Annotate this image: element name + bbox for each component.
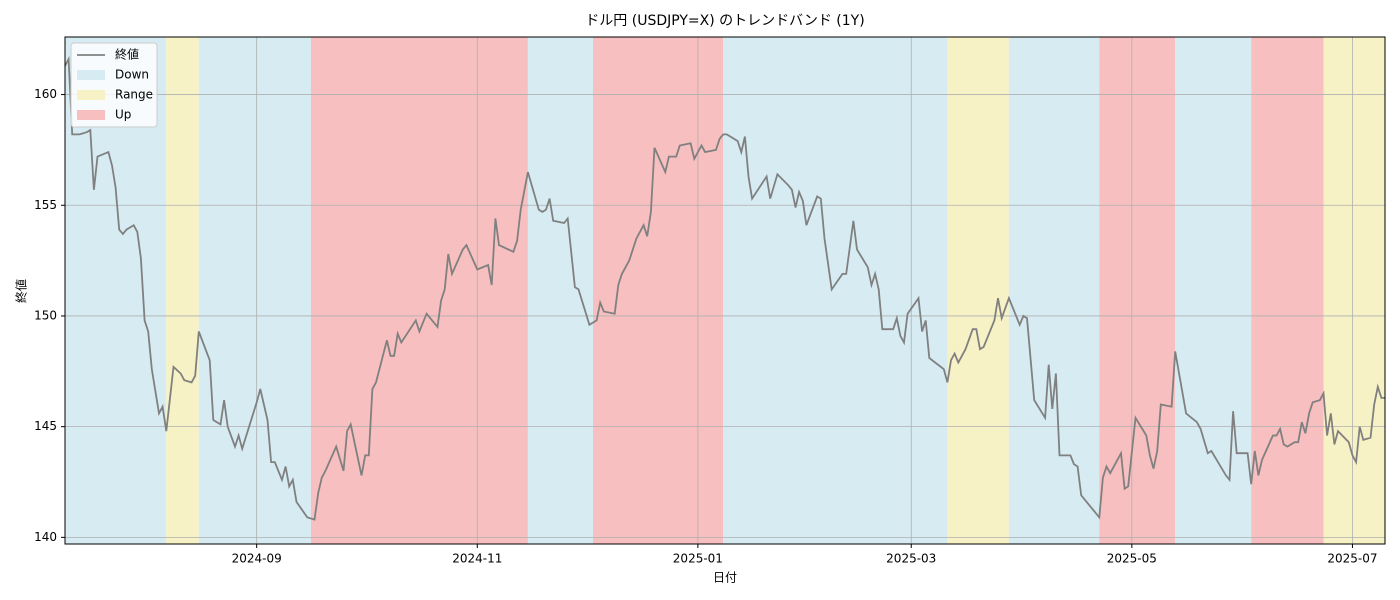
trend-band bbox=[166, 37, 199, 544]
price-line bbox=[64, 55, 1385, 521]
y-tick-label: 140 bbox=[34, 530, 57, 544]
trend-band bbox=[310, 37, 528, 544]
y-axis-label: 終値 bbox=[14, 279, 29, 303]
y-tick-label: 150 bbox=[34, 308, 57, 322]
legend-swatch bbox=[77, 110, 105, 120]
chart-title: ドル円 (USDJPY=X) のトレンドバンド (1Y) bbox=[585, 13, 864, 29]
trend-band bbox=[1175, 37, 1252, 544]
x-tick-label: 2025-03 bbox=[886, 552, 936, 566]
x-tick-label: 2025-07 bbox=[1327, 552, 1377, 566]
legend-swatch bbox=[77, 70, 105, 80]
trend-band bbox=[1251, 37, 1324, 544]
y-tick-label: 155 bbox=[34, 198, 57, 212]
legend-label: 終値 bbox=[115, 47, 139, 62]
x-tick-label: 2024-09 bbox=[232, 552, 282, 566]
legend: 終値 Down Range Up bbox=[70, 42, 158, 128]
trend-band bbox=[1099, 37, 1176, 544]
trend-band bbox=[527, 37, 593, 544]
x-axis-label: 日付 bbox=[713, 571, 737, 585]
plot-frame bbox=[64, 36, 1386, 545]
trend-band bbox=[198, 37, 311, 544]
trend-band bbox=[1323, 37, 1385, 544]
trend-band bbox=[593, 37, 724, 544]
trend-band bbox=[1008, 37, 1100, 544]
trend-band bbox=[947, 37, 1009, 544]
legend-swatch bbox=[77, 90, 105, 100]
x-tick-label: 2024-11 bbox=[452, 552, 502, 566]
y-tick-label: 145 bbox=[34, 419, 57, 433]
legend-label: Down bbox=[115, 68, 149, 82]
y-tick-label: 160 bbox=[34, 87, 57, 101]
x-tick-label: 2025-01 bbox=[673, 552, 723, 566]
legend-label: Range bbox=[115, 88, 153, 102]
trend-band bbox=[723, 37, 948, 544]
x-tick-label: 2025-05 bbox=[1107, 552, 1157, 566]
legend-label: Up bbox=[115, 108, 131, 122]
legend-box bbox=[70, 42, 158, 128]
